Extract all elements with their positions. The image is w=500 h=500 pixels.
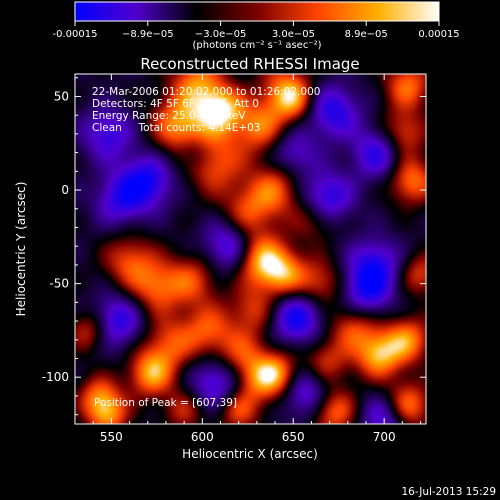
colorbar-tick-label: 0.00015 <box>418 29 459 40</box>
y-axis-label: Heliocentric Y (arcsec) <box>14 182 28 317</box>
annotation-clean: Clean Total counts: 4.14E+03 <box>92 122 261 134</box>
colorbar-tick-label: 8.9e−05 <box>345 29 388 40</box>
y-axis: 50 0 -50 -100 <box>42 77 426 416</box>
colorbar-tick-label: 3.0e−05 <box>272 29 315 40</box>
x-tick-label: 600 <box>191 430 214 444</box>
x-axis-label: Heliocentric X (arcsec) <box>182 447 318 461</box>
y-tick-label: 0 <box>61 183 69 197</box>
colorbar-gradient <box>74 1 440 22</box>
heatmap-canvas <box>75 74 426 424</box>
colorbar-units: (photons cm⁻² s⁻¹ asec⁻²) <box>192 40 321 51</box>
colorbar: -0.00015 −8.9e−05 −3.0e−05 3.0e−05 8.9e−05 0.… <box>53 1 460 51</box>
peak-position-label: Position of Peak = [607,39] <box>94 397 237 409</box>
y-tick-label: 50 <box>54 89 69 103</box>
y-tick-label: -50 <box>49 277 69 291</box>
colorbar-tick-label: −8.9e−05 <box>122 29 174 40</box>
annotation-time: 22-Mar-2006 01:20:02.000 to 01:26:02.000 <box>92 86 320 98</box>
x-tick-label: 650 <box>282 430 305 444</box>
x-tick-label: 550 <box>100 430 123 444</box>
annotation-block: 22-Mar-2006 01:20:02.000 to 01:26:02.000… <box>92 86 320 134</box>
chart-title: Reconstructed RHESSI Image <box>140 55 359 73</box>
timestamp: 16-Jul-2013 15:29 <box>401 486 496 498</box>
colorbar-tick-label: -0.00015 <box>53 29 98 40</box>
colorbar-ticks: -0.00015 −8.9e−05 −3.0e−05 3.0e−05 8.9e−05 0.… <box>53 21 460 40</box>
x-tick-label: 700 <box>373 430 396 444</box>
colorbar-tick-label: −3.0e−05 <box>195 29 247 40</box>
y-tick-label: -100 <box>42 370 69 384</box>
x-axis: 550 600 650 700 <box>92 74 422 444</box>
plot-area <box>74 73 427 425</box>
plot-frame <box>74 73 427 425</box>
annotation-detectors: Detectors: 4F 5F 6F 7F 8F, Att 0 <box>92 98 259 110</box>
annotation-energy: Energy Range: 25.0-50.0 keV <box>92 110 246 122</box>
